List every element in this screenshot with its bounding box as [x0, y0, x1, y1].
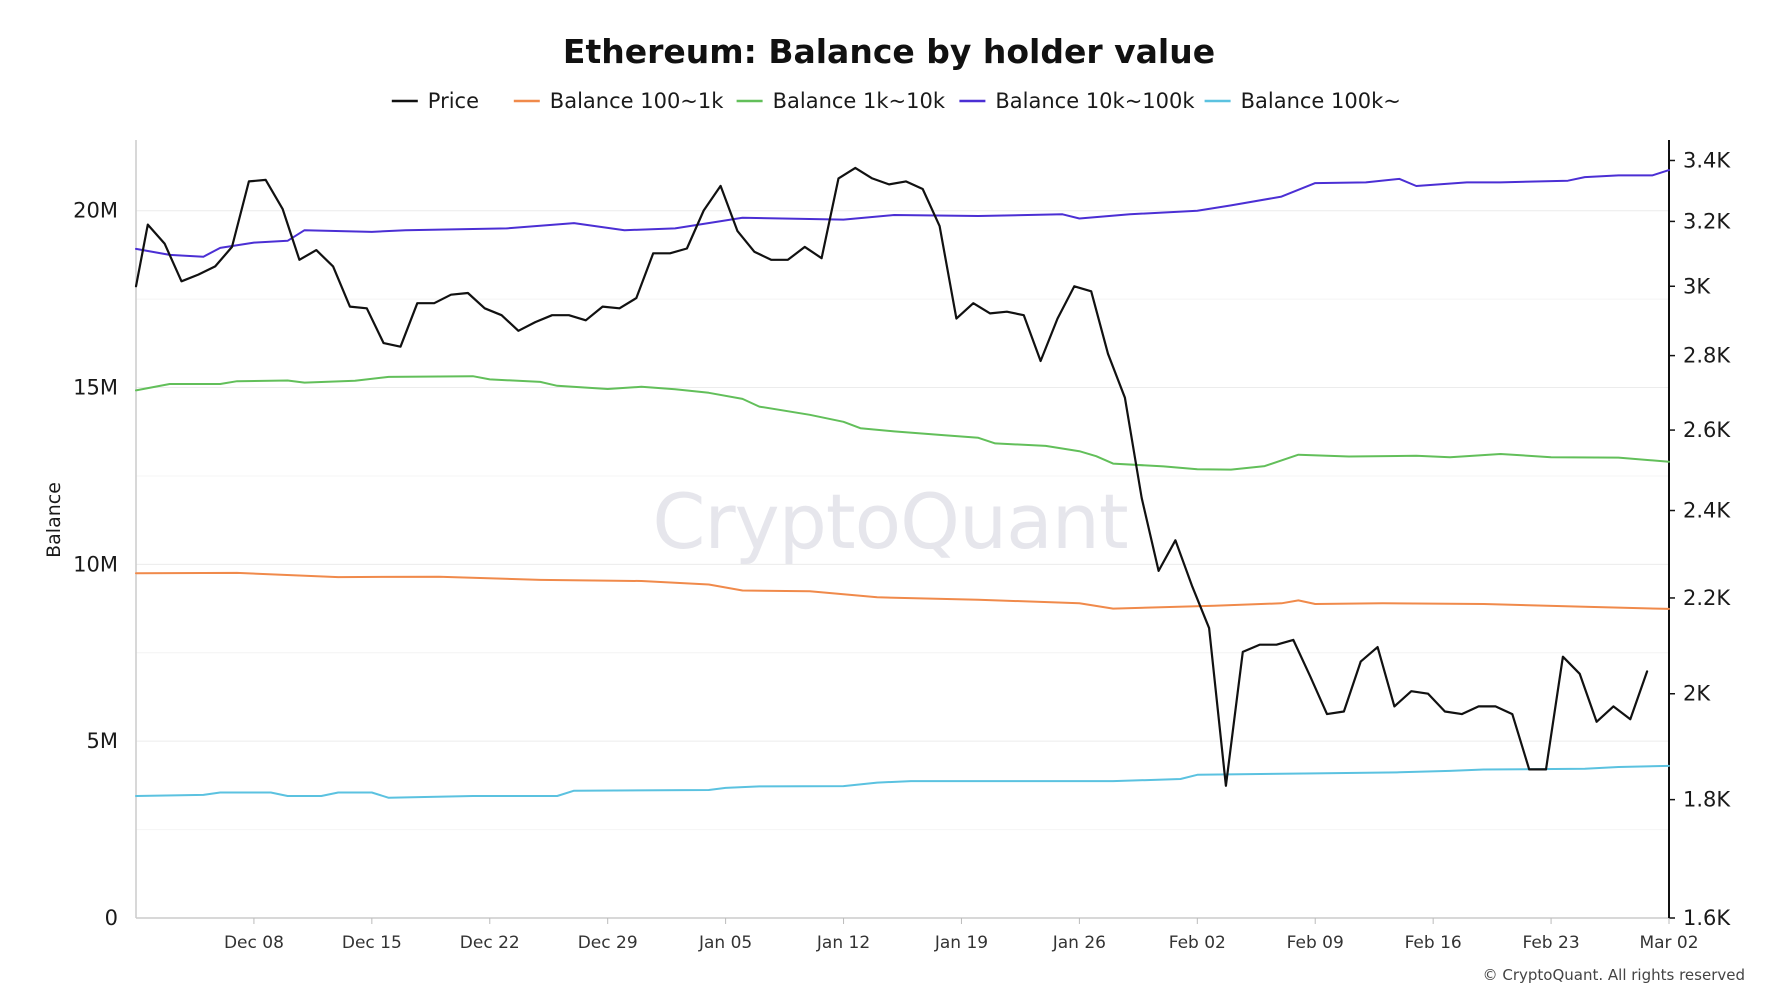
- series-line-balance-10k-100k: [135, 169, 1670, 258]
- y-right-tick-label: 3.4K: [1683, 148, 1731, 172]
- y-right-tick-label: 1.8K: [1683, 788, 1731, 812]
- x-tick-label: Dec 15: [342, 933, 402, 953]
- legend-label: Balance 100k~: [1241, 89, 1401, 113]
- x-tick-label: Dec 08: [224, 933, 284, 953]
- x-tick-label: Jan 26: [1052, 933, 1106, 953]
- chart-title: Ethereum: Balance by holder value: [563, 32, 1215, 71]
- axes: [135, 140, 1675, 924]
- y-left-tick-label: 15M: [73, 376, 118, 400]
- x-tick-label: Dec 22: [460, 933, 520, 953]
- legend-item-price[interactable]: Price: [391, 89, 479, 113]
- series-line-balance-100k: [135, 764, 1670, 799]
- series-line-price: [134, 166, 1649, 787]
- x-tick-label: Feb 02: [1169, 933, 1226, 953]
- series-line-balance-1k-10k: [135, 375, 1670, 471]
- y-left-tick-label: 5M: [87, 729, 118, 753]
- y-right-tick-label: 3K: [1683, 274, 1711, 298]
- gridlines: [136, 210, 1669, 831]
- y-right-tick-label: 2K: [1683, 682, 1711, 706]
- x-tick-label: Feb 09: [1287, 933, 1344, 953]
- legend-item-balance-10k-100k[interactable]: Balance 10k~100k: [959, 89, 1195, 113]
- copyright: © CryptoQuant. All rights reserved: [1483, 966, 1745, 984]
- y-right-tick-label: 2.4K: [1683, 499, 1731, 523]
- x-tick-label: Dec 29: [578, 933, 638, 953]
- y-right-tick-label: 3.2K: [1683, 209, 1731, 233]
- legend-label: Balance 1k~10k: [773, 89, 946, 113]
- x-tick-label: Jan 05: [698, 933, 752, 953]
- legend: Price Balance 100~1k Balance 1k~10k Balance…: [391, 89, 1401, 113]
- x-tick-label: Jan 19: [934, 933, 988, 953]
- y-right-tick-label: 2.8K: [1683, 344, 1731, 368]
- y-left-tick-label: 10M: [73, 552, 118, 576]
- series-lines: [134, 166, 1670, 799]
- x-tick-label: Feb 23: [1523, 933, 1580, 953]
- tick-labels: 0 5M 10M 15M 20M 1.6K 1.8K 2K 2.2K 2.4K 2.6K 2.8K 3K…: [73, 148, 1731, 953]
- x-tick-label: Jan 12: [816, 933, 870, 953]
- y-right-tick-label: 2.6K: [1683, 418, 1731, 442]
- x-tick-label: Mar 02: [1639, 933, 1698, 953]
- y-left-tick-label: 0: [105, 906, 118, 930]
- series-line-balance-100-1k: [135, 571, 1670, 610]
- legend-label: Balance 10k~100k: [995, 89, 1195, 113]
- legend-label: Balance 100~1k: [550, 89, 724, 113]
- legend-item-balance-100-1k[interactable]: Balance 100~1k: [513, 89, 724, 113]
- y-axis-left-title: Balance: [43, 482, 65, 558]
- watermark: CryptoQuant: [652, 477, 1127, 566]
- y-right-tick-label: 1.6K: [1683, 906, 1731, 930]
- x-tick-label: Feb 16: [1405, 933, 1462, 953]
- legend-item-balance-100k[interactable]: Balance 100k~: [1204, 89, 1401, 113]
- y-left-tick-label: 20M: [73, 199, 118, 223]
- y-right-tick-label: 2.2K: [1683, 586, 1731, 610]
- legend-item-balance-1k-10k[interactable]: Balance 1k~10k: [736, 89, 946, 113]
- legend-label: Price: [428, 89, 479, 113]
